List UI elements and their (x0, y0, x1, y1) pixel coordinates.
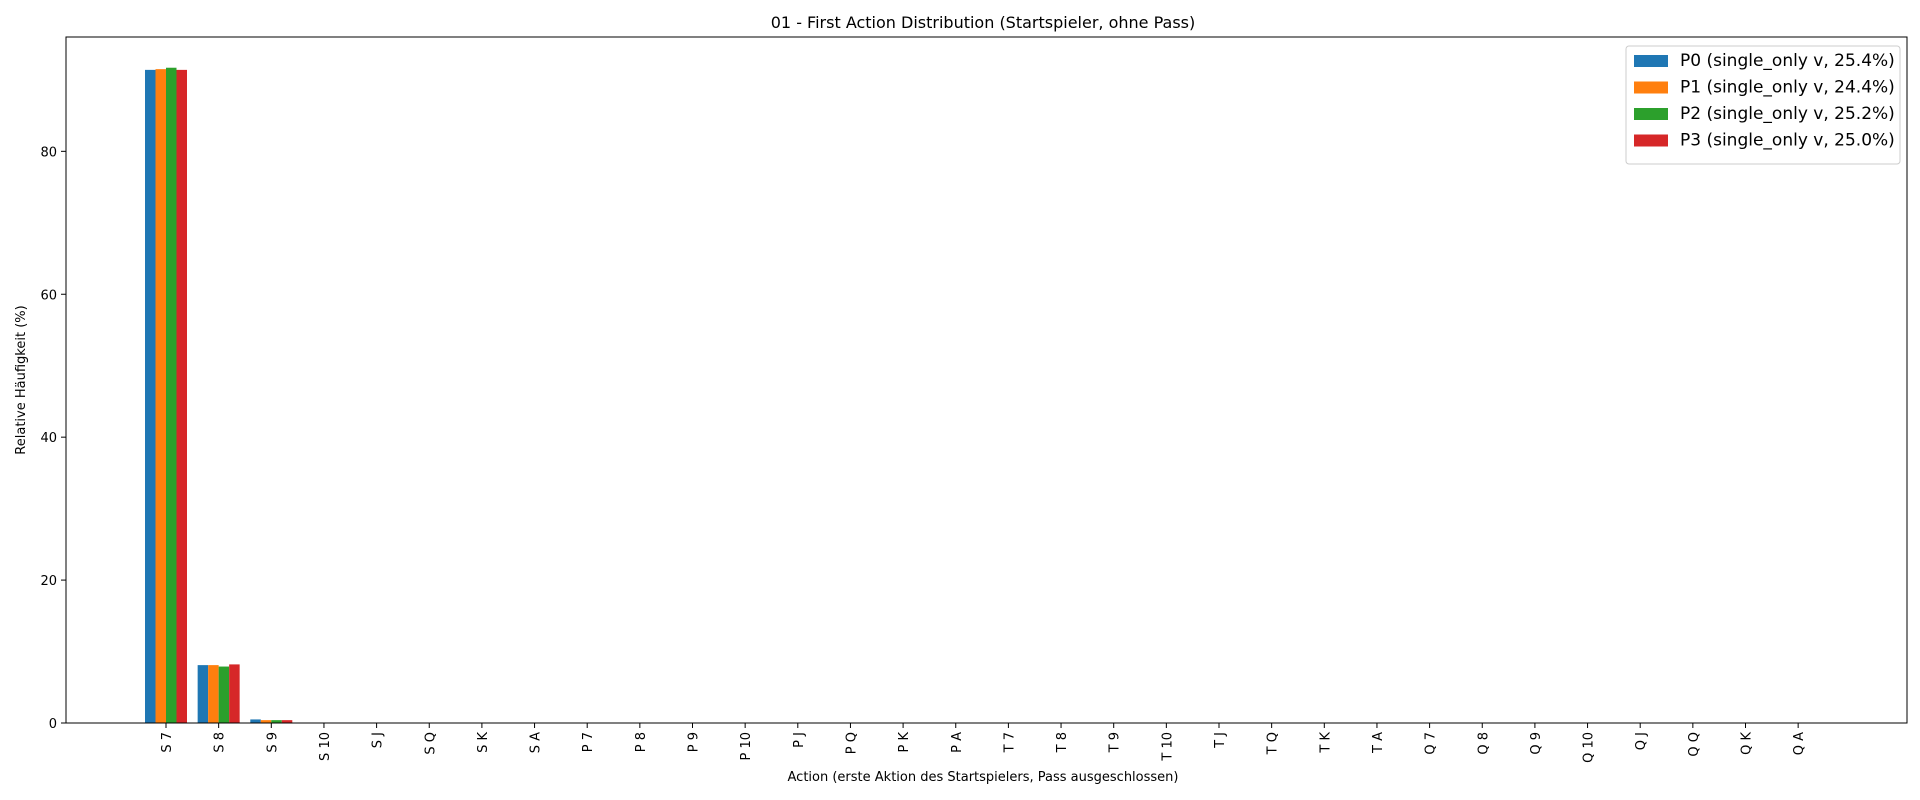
bar (250, 719, 261, 723)
y-axis: 0 20 40 60 80 (40, 145, 66, 732)
x-tick-label: S J (371, 732, 386, 748)
y-tick-label: 0 (49, 717, 57, 732)
legend-swatch (1634, 81, 1668, 94)
y-tick-label: 60 (40, 288, 57, 303)
x-tick-label: P 9 (687, 732, 702, 752)
x-tick-label: T 7 (1002, 732, 1017, 753)
x-tick-label: Q 8 (1476, 732, 1491, 755)
legend: P0 (single_only v, 25.4%) P1 (single_only… (1625, 45, 1901, 165)
x-tick-label: T A (1371, 732, 1386, 754)
x-tick-label: P 10 (739, 732, 754, 761)
x-tick-label: Q 7 (1424, 732, 1439, 755)
x-tick-label: Q J (1634, 732, 1649, 750)
x-tick-label: T K (1318, 732, 1333, 754)
x-tick-label: Q K (1740, 732, 1755, 755)
x-tick-label: P A (950, 732, 965, 753)
x-tick-label: Q A (1792, 732, 1807, 755)
legend-swatch (1634, 55, 1668, 67)
x-axis: S 7 S 8 S 9 S 10 S J S Q S K S A P 7 P 8 P 9 P 10 P … (160, 723, 1807, 763)
bar (260, 720, 272, 723)
legend-frame (1625, 45, 1901, 165)
x-tick-label: T 8 (1055, 732, 1070, 753)
legend-label: P1 (single_only v, 24.4%) (1680, 78, 1895, 98)
x-tick-label: S A (529, 732, 544, 753)
x-tick-label: S 7 (160, 732, 175, 753)
x-tick-label: S 9 (265, 732, 280, 753)
x-tick-label: T Q (1266, 732, 1281, 755)
bar (166, 67, 177, 724)
x-tick-label: P 8 (634, 732, 649, 752)
x-tick-label: S 8 (213, 732, 228, 753)
plot-area-frame (65, 36, 1908, 724)
bar (145, 69, 156, 723)
legend-swatch (1634, 134, 1668, 147)
y-tick-label: 80 (40, 145, 57, 160)
bar (197, 665, 209, 723)
x-tick-label: P K (897, 732, 912, 753)
chart-title: 01 - First Action Distribution (Startspi… (771, 13, 1195, 32)
x-tick-label: S Q (423, 732, 438, 755)
y-axis-label: Relative Häufigkeit (%) (14, 305, 29, 454)
x-axis-label: Action (erste Aktion des Startspielers, … (788, 770, 1179, 785)
x-tick-label: P J (792, 732, 807, 748)
legend-swatch (1634, 108, 1668, 120)
plot-bars (145, 67, 293, 724)
bar (155, 69, 166, 723)
x-tick-label: T 9 (1108, 732, 1123, 753)
x-tick-label: Q 9 (1529, 732, 1544, 755)
x-tick-label: T J (1213, 732, 1228, 749)
bar (229, 664, 240, 723)
y-tick-label: 20 (40, 574, 57, 589)
x-tick-label: S K (476, 732, 491, 753)
legend-label: P0 (single_only v, 25.4%) (1680, 51, 1895, 71)
y-tick-label: 40 (40, 431, 57, 446)
bar (271, 720, 282, 723)
bar (208, 665, 219, 723)
x-tick-label: Q Q (1687, 732, 1702, 757)
bar (218, 666, 230, 723)
x-tick-label: T 10 (1160, 732, 1175, 762)
legend-label: P3 (single_only v, 25.0%) (1680, 131, 1895, 151)
bar (281, 720, 293, 723)
x-tick-label: Q 10 (1582, 732, 1597, 763)
x-tick-label: P Q (844, 732, 859, 754)
x-tick-label: P 7 (581, 732, 596, 752)
x-tick-label: S 10 (318, 732, 333, 761)
legend-label: P2 (single_only v, 25.2%) (1680, 104, 1895, 124)
bar (176, 69, 187, 723)
